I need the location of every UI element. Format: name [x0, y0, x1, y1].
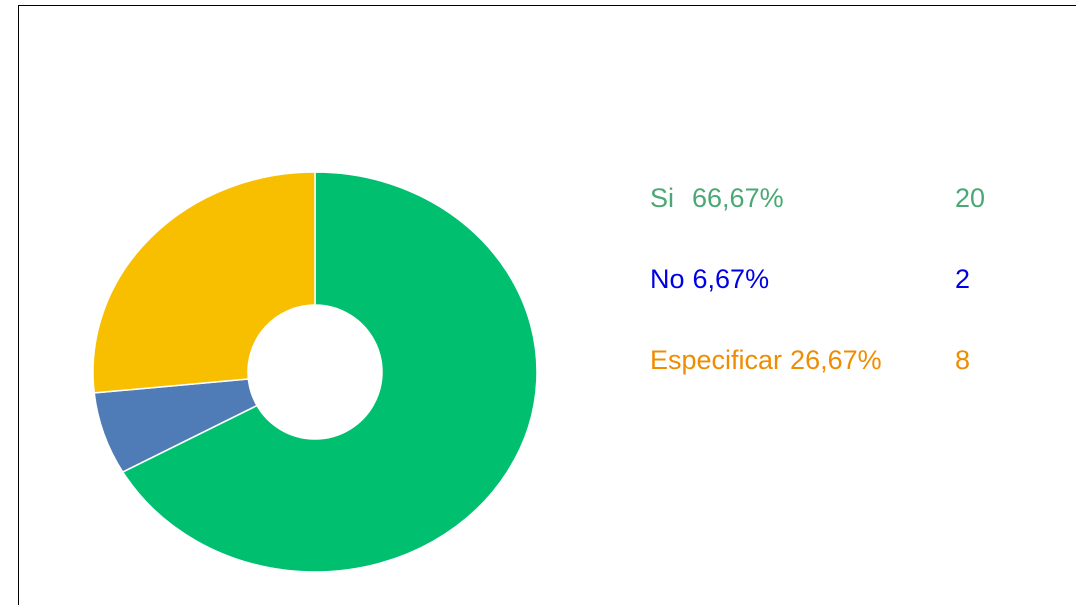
frame: [18, 5, 1076, 605]
donut-slice: [92, 171, 316, 394]
legend-count: 2: [955, 264, 970, 294]
legend-name: Especificar: [650, 345, 782, 375]
legend-percentage: 26,67%: [790, 345, 882, 375]
legend-percentage: 66,67%: [692, 183, 784, 213]
legend-count: 20: [955, 183, 985, 213]
legend-percentage: 6,67%: [693, 264, 770, 294]
legend-label: Si 66,67%: [650, 183, 784, 213]
legend-name: No: [650, 264, 685, 294]
donut-slice: [121, 171, 538, 573]
legend-label: Especificar 26,67%: [650, 345, 882, 375]
legend-name: Si: [650, 183, 674, 213]
legend-label: No 6,67%: [650, 264, 769, 294]
legend-count: 8: [955, 345, 970, 375]
